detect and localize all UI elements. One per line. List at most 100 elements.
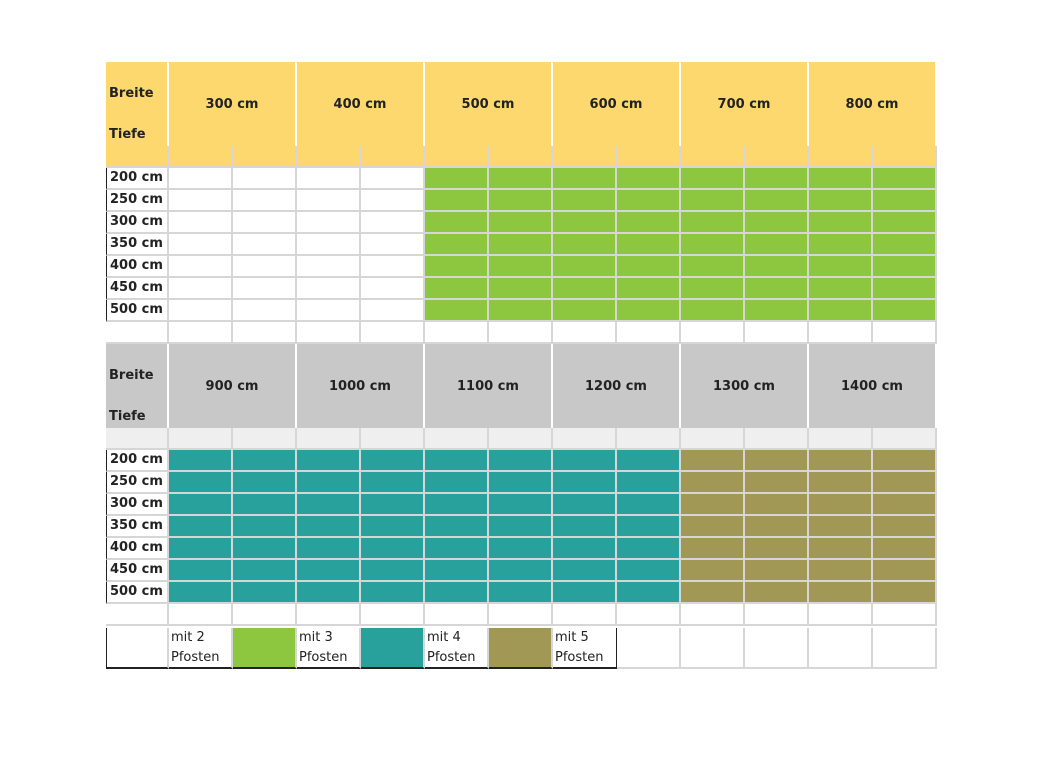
blank-cell — [617, 604, 681, 626]
table-cell — [297, 256, 361, 278]
column-header: 700 cm — [681, 62, 809, 146]
subheader-blank — [106, 428, 169, 450]
blank-cell — [873, 604, 937, 626]
corner-top: Breite — [109, 86, 154, 101]
table-cell — [489, 472, 553, 494]
subheader-cell — [169, 428, 233, 450]
subheader-cell — [233, 428, 297, 450]
legend-swatch — [489, 628, 553, 669]
table-cell — [553, 472, 617, 494]
table-cell — [489, 538, 553, 560]
subheader-cell — [745, 146, 809, 168]
table-cell — [169, 582, 233, 604]
table-cell — [809, 582, 873, 604]
table-cell — [681, 582, 745, 604]
table-cell — [745, 582, 809, 604]
table-cell — [617, 278, 681, 300]
table-cell — [745, 472, 809, 494]
table-cell — [489, 582, 553, 604]
subheader-cell — [553, 146, 617, 168]
table-cell — [425, 494, 489, 516]
legend-label: mit 5 Pfosten — [553, 628, 617, 669]
blank-cell — [745, 628, 809, 669]
blank-cell — [489, 604, 553, 626]
subheader-cell — [809, 146, 873, 168]
table-cell — [745, 168, 809, 190]
blank-cell — [106, 322, 169, 344]
column-header: 1000 cm — [297, 344, 425, 428]
table-cell — [361, 582, 425, 604]
column-header: 900 cm — [169, 344, 297, 428]
table-cell — [169, 538, 233, 560]
table-cell — [169, 190, 233, 212]
corner-cell: Breite Tiefe — [106, 62, 169, 146]
table-cell — [169, 212, 233, 234]
table-cell — [361, 560, 425, 582]
subheader-cell — [617, 428, 681, 450]
table-cell — [553, 538, 617, 560]
table-cell — [297, 472, 361, 494]
row-label: 350 cm — [106, 234, 169, 256]
table-cell — [489, 212, 553, 234]
table-cell — [233, 582, 297, 604]
blank-cell — [617, 322, 681, 344]
table-cell — [169, 516, 233, 538]
table-cell — [233, 494, 297, 516]
subheader-cell — [873, 428, 937, 450]
row-label: 400 cm — [106, 256, 169, 278]
table-cell — [297, 494, 361, 516]
row-label: 300 cm — [106, 212, 169, 234]
table-cell — [873, 168, 937, 190]
blank-cell — [553, 604, 617, 626]
table-cell — [297, 278, 361, 300]
table-cell — [425, 278, 489, 300]
table-cell — [489, 494, 553, 516]
row-label: 250 cm — [106, 472, 169, 494]
blank-cell — [169, 604, 233, 626]
table-cell — [553, 516, 617, 538]
blank-cell — [106, 604, 169, 626]
table-cell — [169, 278, 233, 300]
row-label: 300 cm — [106, 494, 169, 516]
table-cell — [809, 300, 873, 322]
table-cell — [681, 538, 745, 560]
table-cell — [553, 168, 617, 190]
blank-cell — [489, 322, 553, 344]
subheader-cell — [489, 428, 553, 450]
table-cell — [553, 256, 617, 278]
subheader-cell — [553, 428, 617, 450]
table-cell — [169, 300, 233, 322]
subheader-blank — [106, 146, 169, 168]
row-label: 500 cm — [106, 582, 169, 604]
table-cell — [553, 190, 617, 212]
blank-cell — [681, 322, 745, 344]
corner-bottom: Tiefe — [109, 409, 146, 424]
blank-cell — [169, 322, 233, 344]
table-cell — [169, 450, 233, 472]
table-cell — [233, 234, 297, 256]
corner-top: Breite — [109, 368, 154, 383]
table-cell — [809, 494, 873, 516]
table-cell — [553, 494, 617, 516]
table-cell — [617, 494, 681, 516]
table-cell — [361, 190, 425, 212]
column-header: 400 cm — [297, 62, 425, 146]
blank-cell — [233, 322, 297, 344]
blank-cell — [681, 604, 745, 626]
table-cell — [617, 560, 681, 582]
column-header: 800 cm — [809, 62, 937, 146]
legend-swatch — [233, 628, 297, 669]
blank-cell — [361, 604, 425, 626]
table-cell — [873, 278, 937, 300]
table-cell — [873, 560, 937, 582]
table-cell — [297, 212, 361, 234]
table-cell — [425, 300, 489, 322]
table-cell — [361, 234, 425, 256]
table-cell — [361, 278, 425, 300]
table-cell — [297, 560, 361, 582]
row-label: 250 cm — [106, 190, 169, 212]
table-cell — [425, 212, 489, 234]
table-cell — [361, 300, 425, 322]
table-cell — [553, 560, 617, 582]
table-cell — [489, 300, 553, 322]
